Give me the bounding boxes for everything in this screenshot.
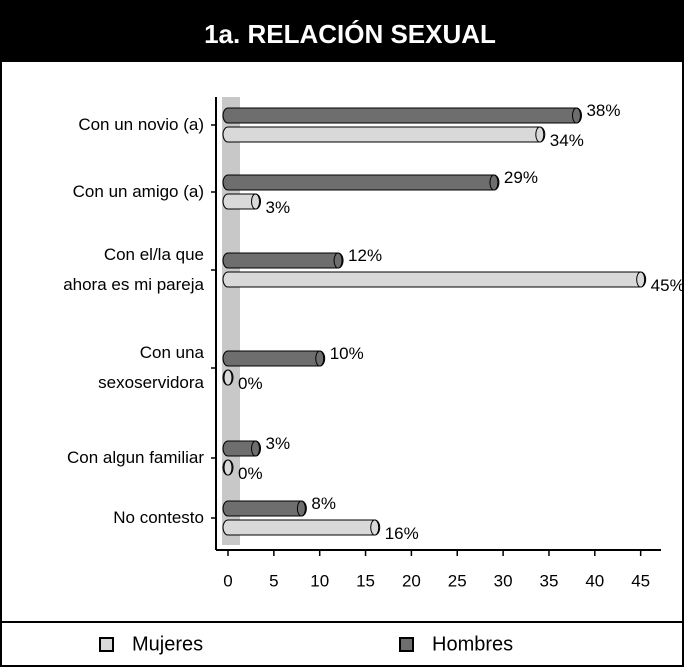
value-label: 34% (550, 131, 584, 150)
bar-cap (333, 252, 343, 269)
x-tick-label: 35 (539, 571, 558, 590)
bar (222, 519, 381, 536)
x-tick-label: 30 (494, 571, 513, 590)
bar (222, 459, 234, 476)
value-label: 10% (330, 344, 364, 363)
x-tick-label: 25 (448, 571, 467, 590)
bar (222, 174, 500, 191)
bar-body (222, 107, 582, 124)
x-tick-label: 15 (356, 571, 375, 590)
legend-swatch (399, 637, 414, 652)
bar (222, 350, 326, 367)
category-label: Con el/la que ahora es mi pareja (63, 245, 204, 294)
bar-body (222, 252, 344, 269)
value-label: 38% (586, 101, 620, 120)
x-tick-label: 0 (223, 571, 232, 590)
value-label: 16% (385, 524, 419, 543)
bar (222, 252, 344, 269)
bar-cap (636, 271, 646, 288)
bar-cap (223, 459, 233, 476)
legend-label: Mujeres (132, 633, 203, 655)
value-label: 8% (311, 494, 336, 513)
x-tick-label: 20 (402, 571, 421, 590)
bar-cap (251, 440, 261, 457)
value-label: 45% (651, 276, 684, 295)
x-tick-label: 10 (310, 571, 329, 590)
value-label: 12% (348, 246, 382, 265)
bar-body (222, 350, 326, 367)
bar-cap (571, 107, 581, 124)
bar-body (222, 500, 307, 517)
bar-cap (370, 519, 380, 536)
bar (222, 193, 261, 210)
value-label: 3% (266, 198, 291, 217)
category-label: No contesto (113, 508, 204, 527)
chart-title: 1a. RELACIÓN SEXUAL (204, 19, 496, 49)
bar (222, 271, 647, 288)
bar-cap (296, 500, 306, 517)
value-label: 0% (238, 464, 263, 483)
value-label: 29% (504, 168, 538, 187)
category-label: Con un novio (a) (78, 115, 204, 134)
bar-cap (535, 126, 545, 143)
bar (222, 500, 307, 517)
bar (222, 107, 582, 124)
bar-body (222, 174, 500, 191)
x-tick-label: 40 (585, 571, 604, 590)
bar-body (222, 519, 381, 536)
category-label: Con algun familiar (66, 448, 204, 467)
legend-label: Hombres (432, 633, 513, 655)
value-label: 0% (238, 374, 263, 393)
x-tick-label: 45 (631, 571, 650, 590)
bar-cap (251, 193, 261, 210)
bar-cap (315, 350, 325, 367)
x-tick-label: 5 (269, 571, 278, 590)
value-label: 3% (266, 434, 291, 453)
bar (222, 126, 546, 143)
bar-body (222, 126, 546, 143)
bar-cap (489, 174, 499, 191)
legend-swatch (99, 637, 114, 652)
bar-cap (223, 369, 233, 386)
bar (222, 440, 261, 457)
bar-body (222, 271, 647, 288)
title-bar (0, 0, 684, 62)
category-label: Con un amigo (a) (72, 182, 204, 201)
category-label: Con una sexoservidora (98, 343, 204, 392)
bar (222, 369, 234, 386)
